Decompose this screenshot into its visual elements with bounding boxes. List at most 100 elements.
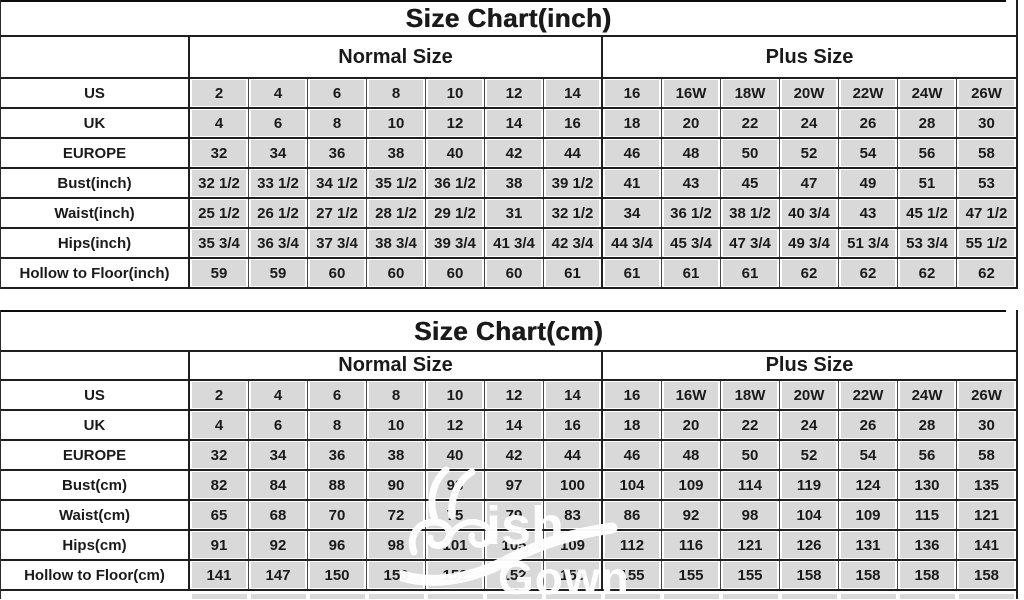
size-value-cell: 54 [839, 441, 898, 469]
table-row: US 2 4 6 8 10 12 14 16 16W 18W 20W 22W 24W 26W [1, 381, 1016, 411]
size-value-cell: 4 [190, 411, 249, 439]
size-value: 60 [487, 260, 541, 286]
size-value-cell: 70 [308, 501, 367, 529]
size-value-cell: 136 [898, 531, 957, 559]
size-value-cell: 26 [839, 411, 898, 439]
size-value: 37 3/4 [310, 230, 364, 256]
table-row: Waist(cm) 65 68 70 72 75 79 83 86 92 98 104 109 115 12… [1, 501, 1016, 531]
size-value: 2 [192, 80, 246, 106]
cropped-next-row [1, 591, 1016, 599]
size-value: 55 1/2 [959, 230, 1014, 256]
size-value-cell: 22W [839, 381, 898, 409]
size-value: 16 [605, 80, 659, 106]
size-value-cell: 34 [249, 441, 308, 469]
size-value-cell: 135 [957, 471, 1016, 499]
normal-size-header: Normal Size [190, 352, 603, 379]
size-value: 34 1/2 [310, 170, 364, 196]
size-value-cell: 83 [544, 501, 603, 529]
size-value-cell: 4 [249, 381, 308, 409]
size-value-cell: 65 [190, 501, 249, 529]
size-value-cell: 58 [957, 441, 1016, 469]
size-value: 109 [664, 472, 718, 498]
size-value: 34 [251, 140, 305, 166]
size-value: 56 [900, 140, 954, 166]
size-value-cell: 36 1/2 [426, 169, 485, 197]
size-value: 48 [664, 140, 718, 166]
size-value-cell: 50 [721, 441, 780, 469]
size-value: 53 [959, 170, 1014, 196]
size-value-cell: 40 3/4 [780, 199, 839, 227]
size-value-cell: 2 [190, 381, 249, 409]
size-group-header-row: Normal Size Plus Size [1, 352, 1016, 381]
table-row: EUROPE 32 34 36 38 40 42 44 46 48 50 52 54 56 58 [1, 441, 1016, 471]
size-value: 18 [605, 110, 659, 136]
size-value: 61 [605, 260, 659, 286]
size-value: 56 [900, 442, 954, 468]
row-label: US [1, 79, 190, 107]
size-value: 12 [428, 412, 482, 438]
size-value-cell: 28 [898, 411, 957, 439]
size-value-cell: 124 [839, 471, 898, 499]
size-value-cell: 109 [839, 501, 898, 529]
size-value-cell: 28 1/2 [367, 199, 426, 227]
table-row: Hips(cm) 91 92 96 98 101 105 109 112 116 121 126 131… [1, 531, 1016, 561]
size-value: 44 3/4 [605, 230, 659, 256]
size-value: 79 [487, 502, 541, 528]
size-value-cell: 35 3/4 [190, 229, 249, 257]
size-value: 20 [664, 412, 718, 438]
size-value-cell: 42 [485, 139, 544, 167]
size-value: 38 [487, 170, 541, 196]
table-title: Size Chart(cm) [413, 315, 604, 346]
size-value: 16W [664, 80, 718, 106]
size-value-cell: 39 3/4 [426, 229, 485, 257]
size-value: 35 1/2 [369, 170, 423, 196]
size-value: 26 1/2 [251, 200, 305, 226]
size-value: 126 [782, 532, 836, 558]
size-value: 16 [546, 110, 599, 136]
size-value: 83 [546, 502, 599, 528]
size-value: 121 [723, 532, 777, 558]
size-value-cell: 4 [190, 109, 249, 137]
size-value: 16 [546, 412, 599, 438]
size-value: 12 [428, 110, 482, 136]
size-value: 90 [369, 472, 423, 498]
size-value-cell: 31 [485, 199, 544, 227]
size-value-cell: 158 [780, 561, 839, 589]
size-value-cell: 126 [780, 531, 839, 559]
size-value-cell: 147 [249, 561, 308, 589]
size-value: 41 3/4 [487, 230, 541, 256]
size-value-cell: 35 1/2 [367, 169, 426, 197]
size-value-cell: 20W [780, 381, 839, 409]
size-value: 12 [487, 382, 541, 408]
size-value-cell: 37 3/4 [308, 229, 367, 257]
size-value-cell: 158 [898, 561, 957, 589]
size-value-cell: 28 [898, 109, 957, 137]
size-value: 6 [310, 80, 364, 106]
corner-cell [1, 352, 190, 379]
size-value: 49 [841, 170, 895, 196]
size-value-cell: 116 [662, 531, 721, 559]
size-value-cell: 12 [485, 381, 544, 409]
size-value: 34 [251, 442, 305, 468]
size-value: 58 [959, 442, 1014, 468]
size-value: 53 3/4 [900, 230, 954, 256]
size-value-cell: 10 [426, 381, 485, 409]
size-value: 4 [192, 412, 246, 438]
size-value-cell: 46 [603, 139, 662, 167]
size-value-cell: 121 [721, 531, 780, 559]
size-value-cell: 43 [662, 169, 721, 197]
size-value: 98 [369, 532, 423, 558]
size-value-cell: 84 [249, 471, 308, 499]
size-value: 38 [369, 140, 423, 166]
size-value: 10 [369, 412, 423, 438]
size-value: 155 [723, 562, 777, 588]
row-label: Waist(cm) [1, 501, 190, 529]
size-value-cell: 109 [544, 531, 603, 559]
size-value: 43 [841, 200, 895, 226]
size-value-cell: 6 [249, 411, 308, 439]
size-value: 36 3/4 [251, 230, 305, 256]
size-value-cell: 155 [544, 561, 603, 589]
size-value: 38 1/2 [723, 200, 777, 226]
size-value: 18W [723, 80, 777, 106]
size-value: 44 [546, 442, 599, 468]
